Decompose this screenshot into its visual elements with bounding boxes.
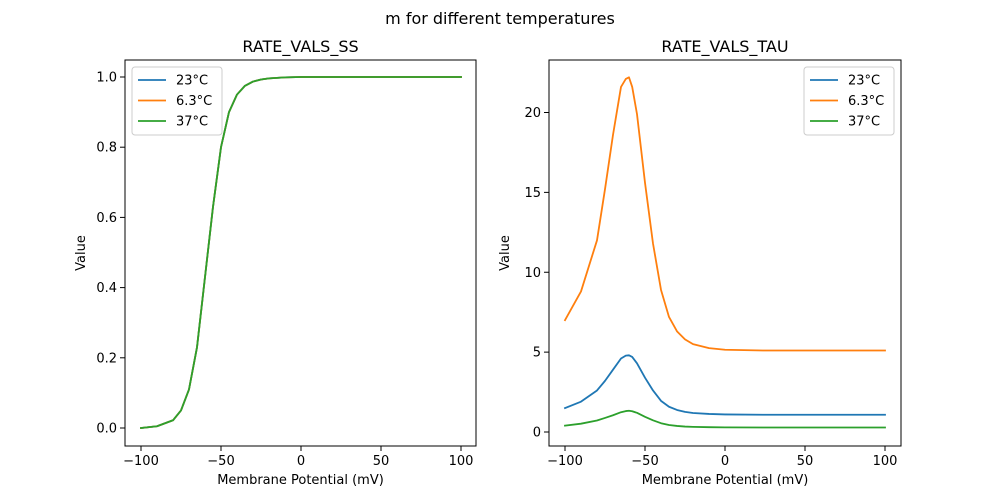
y-axis-label: Value: [74, 235, 89, 271]
series-line-3: [140, 76, 462, 429]
x-tick-label: 0: [297, 454, 305, 469]
legend-label: 23°C: [176, 74, 208, 89]
y-tick-label: 20: [524, 106, 541, 121]
y-tick-label: 0.8: [96, 141, 117, 156]
subplot-2: −100 −50 0 50 100 0 5 10 15 20 RATE_VALS_TAU Membra…: [498, 37, 902, 488]
figure-suptitle: m for different temperatures: [385, 9, 615, 28]
x-tick-label: −50: [631, 454, 658, 469]
x-tick-label: 100: [873, 454, 898, 469]
y-tick-label: 0: [533, 426, 541, 441]
x-tick-label: −100: [547, 454, 583, 469]
x-tick-label: 100: [449, 454, 474, 469]
legend-label: 37°C: [848, 115, 880, 130]
x-tick-label: −100: [123, 454, 159, 469]
x-axis-label: Membrane Potential (mV): [217, 473, 384, 488]
legend-label: 23°C: [848, 74, 880, 89]
y-tick-label: 0.4: [96, 281, 117, 296]
legend: 23°C 6.3°C 37°C: [131, 66, 223, 136]
subplot-title: RATE_VALS_SS: [242, 37, 358, 57]
legend-label: 6.3°C: [848, 94, 884, 109]
legend-label: 37°C: [176, 115, 208, 130]
y-tick-label: 0.0: [96, 422, 117, 437]
y-axis-label: Value: [498, 235, 513, 271]
legend-frame: [131, 66, 223, 136]
x-tick-label: 50: [797, 454, 814, 469]
y-tick-label: 10: [524, 266, 541, 281]
x-tick-label: 50: [373, 454, 390, 469]
subplot-title: RATE_VALS_TAU: [661, 37, 788, 57]
y-tick-label: 1.0: [96, 71, 117, 86]
x-axis-label: Membrane Potential (mV): [642, 473, 809, 488]
y-tick-label: 0.2: [96, 351, 117, 366]
x-tick-label: 0: [721, 454, 729, 469]
y-tick-label: 15: [524, 186, 541, 201]
legend: 23°C 6.3°C 37°C: [803, 66, 895, 136]
x-tick-label: −50: [207, 454, 234, 469]
series-line-3: [563, 409, 886, 429]
subplot-1: −100 −50 0 50 100 0.0 0.2 0.4 0.6 0.8 1.0 RATE_VALS…: [74, 37, 477, 488]
legend-label: 6.3°C: [176, 94, 212, 109]
y-tick-label: 0.6: [96, 211, 117, 226]
legend-frame: [803, 66, 895, 136]
series-line-2: [563, 76, 886, 352]
series-line-1: [563, 354, 886, 416]
y-tick-label: 5: [533, 346, 541, 361]
